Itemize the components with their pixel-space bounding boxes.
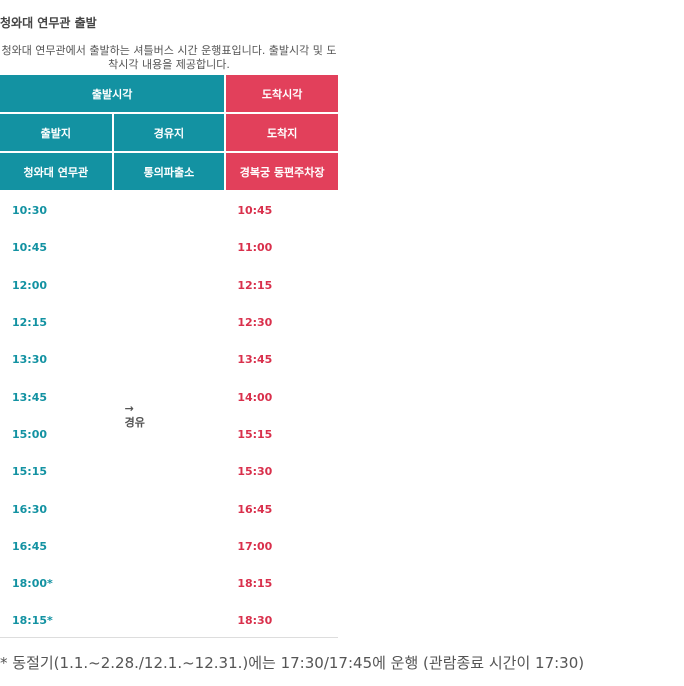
table-row: 18:15* 18:30 (0, 602, 338, 639)
table-row: 10:45 11:00 (0, 229, 338, 266)
arrival-time: 18:15 (237, 577, 273, 591)
table-row: 13:45 14:00 (0, 378, 338, 415)
table-row: 15:15 15:30 (0, 453, 338, 490)
header-destination: 도착지 (224, 112, 338, 153)
arrow-right-icon: → (124, 401, 134, 415)
table-row: 16:45 17:00 (0, 528, 338, 565)
arrival-time: 15:15 (237, 427, 273, 441)
arrival-time: 18:30 (237, 614, 273, 628)
departure-time: 18:00* (12, 577, 53, 591)
departure-time: 15:15 (12, 465, 48, 479)
arrival-time: 17:00 (237, 539, 273, 553)
table-row: 12:15 12:30 (0, 304, 338, 341)
departure-time: 12:00 (12, 278, 48, 292)
departure-time: 12:15 (12, 316, 48, 330)
arrival-time: 11:00 (237, 241, 273, 255)
footnote: * 동절기(1.1.~2.28./12.1.~12.31.)에는 17:30/1… (0, 654, 585, 672)
arrival-time: 13:45 (237, 353, 273, 367)
header-arrival-time: 도착시각 (224, 75, 338, 114)
departure-time: 16:45 (12, 539, 48, 553)
table-row: 16:30 16:45 (0, 490, 338, 527)
departure-time: 10:45 (12, 241, 48, 255)
header-departure-time: 출발시각 (0, 75, 227, 114)
departure-time: 16:30 (12, 502, 48, 516)
table-row: 18:00* 18:15 (0, 565, 338, 602)
departure-time: 15:00 (12, 427, 48, 441)
shuttle-schedule-table: 출발시각 도착시각 출발지 경유지 도착지 청와대 연무관 통의파출소 경복궁 … (0, 75, 338, 640)
departure-time: 18:15* (12, 614, 53, 628)
arrival-time: 14:00 (237, 390, 273, 404)
arrival-time: 12:15 (237, 278, 273, 292)
table-caption: 청와대 연무관에서 출발하는 셔틀버스 시간 운행표입니다. 출발시각 및 도착… (1, 44, 337, 71)
departure-time: 13:45 (12, 390, 48, 404)
via-note: → 경유 (113, 191, 226, 640)
departure-time: 10:30 (12, 204, 48, 218)
header-origin: 출발지 (0, 112, 114, 153)
table-row: 10:30 → 경유 10:45 (0, 191, 338, 429)
header-via-name: 통의파출소 (111, 151, 227, 192)
via-label: 경유 (124, 415, 145, 429)
header-via: 경유지 (111, 112, 227, 153)
table-row: 15:00 15:15 (0, 416, 338, 453)
section-title: 청와대 연무관 출발 (0, 16, 97, 30)
arrival-time: 10:45 (237, 204, 273, 218)
departure-time: 13:30 (12, 353, 48, 367)
header-destination-name: 경복궁 동편주차장 (224, 151, 338, 192)
header-origin-name: 청와대 연무관 (0, 151, 114, 192)
arrival-time: 15:30 (237, 465, 273, 479)
table-divider (0, 637, 338, 638)
table-row: 12:00 12:15 (0, 267, 338, 304)
table-row: 13:30 13:45 (0, 341, 338, 378)
arrival-time: 16:45 (237, 502, 273, 516)
arrival-time: 12:30 (237, 316, 273, 330)
